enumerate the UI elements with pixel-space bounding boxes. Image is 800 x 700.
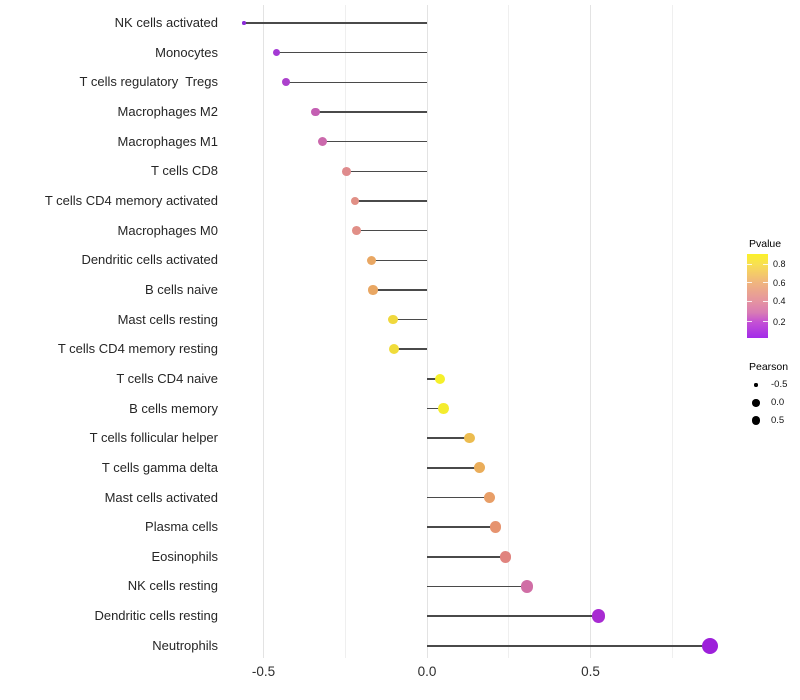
lollipop-stem — [286, 81, 427, 84]
pearson-size-dot — [754, 383, 758, 387]
pearson-size-label: -0.5 — [771, 379, 788, 390]
lollipop-dot — [350, 196, 360, 206]
colorbar-tick-mark — [763, 282, 768, 284]
lollipop-stem — [371, 259, 427, 261]
category-label: Macrophages M0 — [117, 222, 218, 238]
category-label: T cells follicular helper — [89, 430, 218, 446]
colorbar-tick-mark — [747, 263, 752, 265]
x-axis-tick-label: 0.0 — [417, 664, 437, 679]
pearson-size-label: 0.0 — [771, 397, 785, 408]
category-label: Mast cells resting — [117, 311, 218, 327]
category-label: Mast cells activated — [104, 489, 218, 505]
colorbar-tick-mark — [747, 300, 752, 302]
lollipop-dot — [387, 314, 398, 325]
lollipop-stem — [356, 229, 427, 232]
colorbar-tick-label: 0.4 — [773, 296, 786, 307]
lollipop-dot — [317, 137, 327, 147]
lollipop-dot — [342, 166, 352, 176]
category-label: Dendritic cells resting — [94, 608, 218, 624]
gridline — [671, 5, 673, 658]
lollipop-dot — [352, 226, 362, 235]
lollipop-stem — [243, 22, 427, 24]
category-label: Macrophages M1 — [117, 133, 218, 149]
colorbar-tick-label: 0.6 — [773, 277, 786, 288]
x-axis-tick-label: 0.5 — [581, 664, 600, 679]
legend-pearson-title: Pearson — [749, 361, 789, 373]
colorbar-tick-mark — [747, 282, 752, 284]
category-label: Plasma cells — [145, 519, 218, 535]
lollipop-dot — [591, 609, 606, 623]
category-label: T cells CD4 naive — [116, 370, 218, 386]
gridline — [508, 5, 510, 658]
category-label: Dendritic cells activated — [81, 252, 218, 268]
lollipop-stem — [392, 318, 427, 321]
lollipop-stem — [315, 111, 427, 113]
category-label: Neutrophils — [152, 637, 218, 653]
lollipop-stem — [427, 585, 527, 588]
category-label: T cells regulatory Tregs — [79, 74, 218, 90]
lollipop-dot — [368, 285, 378, 295]
colorbar-tick-mark — [747, 321, 752, 323]
category-label: Eosinophils — [151, 548, 219, 564]
category-label: T cells gamma delta — [101, 459, 218, 475]
pvalue-colorbar — [747, 254, 768, 338]
colorbar-tick-label: 0.2 — [773, 316, 786, 327]
lollipop-dot — [282, 78, 291, 87]
lollipop-stem — [427, 467, 480, 469]
lollipop-stem — [427, 437, 470, 439]
lollipop-dot — [366, 255, 376, 265]
lollipop-stem — [427, 556, 506, 558]
pearson-size-dot — [752, 399, 760, 407]
lollipop-stem — [427, 615, 599, 617]
category-label: B cells memory — [129, 400, 218, 416]
gridline — [590, 5, 591, 658]
lollipop-stem — [322, 140, 427, 143]
lollipop-stem — [427, 526, 496, 528]
category-label: T cells CD8 — [151, 163, 218, 179]
lollipop-dot — [311, 107, 321, 117]
gridline — [263, 5, 264, 658]
lollipop-stem — [346, 170, 427, 173]
lollipop-stem — [373, 289, 427, 291]
lollipop-stem — [427, 378, 441, 380]
category-label: NK cells activated — [114, 15, 218, 30]
category-label: B cells naive — [145, 281, 218, 297]
category-label: T cells CD4 memory resting — [57, 341, 218, 357]
colorbar-tick-mark — [763, 263, 768, 265]
lollipop-dot — [242, 21, 246, 25]
category-label: NK cells resting — [127, 578, 218, 594]
lollipop-dot — [272, 48, 281, 57]
category-label: Monocytes — [155, 44, 218, 60]
category-label: T cells CD4 memory activated — [44, 192, 218, 208]
lollipop-stem — [394, 348, 427, 350]
pearson-size-label: 0.5 — [771, 414, 785, 426]
gridline — [426, 5, 428, 658]
legend-pvalue-title: Pvalue — [749, 238, 782, 250]
lollipop-dot — [473, 462, 485, 474]
lollipop-dot — [464, 432, 475, 444]
lollipop-dot — [701, 637, 718, 654]
x-axis-tick-label: -0.5 — [251, 664, 276, 679]
lollipop-stem — [276, 51, 427, 54]
lollipop-dot — [438, 403, 449, 414]
colorbar-tick-mark — [763, 321, 768, 323]
gridline — [344, 5, 346, 658]
lollipop-dot — [520, 580, 533, 593]
lollipop-dot — [489, 521, 502, 533]
colorbar-tick-label: 0.8 — [773, 259, 786, 270]
lollipop-dot — [483, 491, 495, 504]
pearson-size-dot — [751, 416, 761, 425]
lollipop-dot — [434, 373, 446, 385]
lollipop-stem — [427, 407, 444, 410]
category-label: Macrophages M2 — [117, 103, 218, 119]
lollipop-stem — [355, 200, 427, 202]
lollipop-dot — [499, 551, 512, 563]
lollipop-stem — [427, 645, 710, 647]
lollipop-dot — [389, 344, 400, 355]
colorbar-tick-mark — [763, 300, 768, 302]
lollipop-stem — [427, 496, 490, 499]
